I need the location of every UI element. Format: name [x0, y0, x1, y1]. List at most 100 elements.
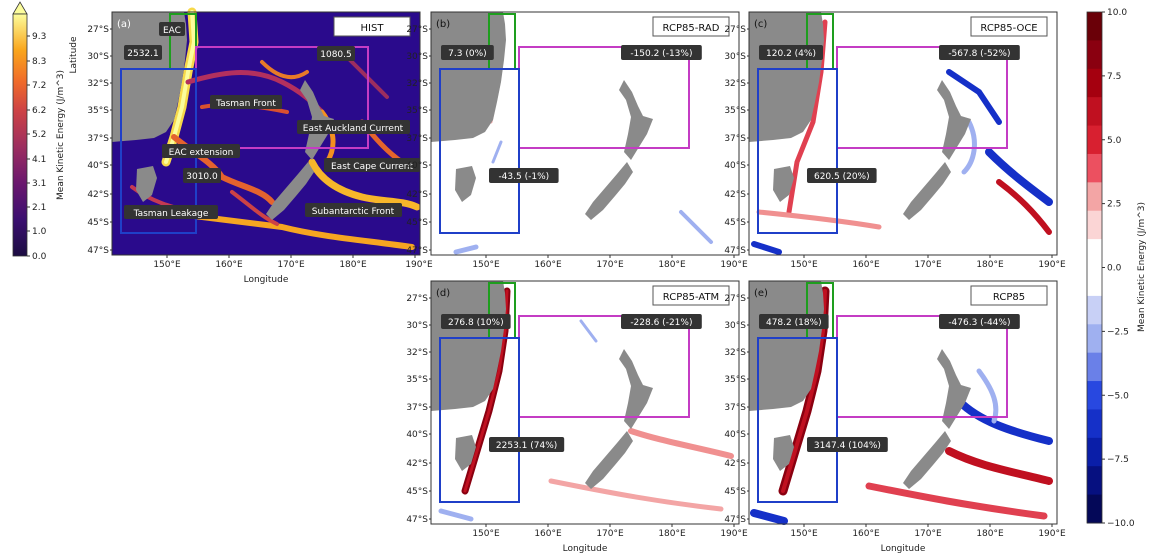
- lon-tick-label: 180°E: [339, 260, 367, 270]
- lat-tick-label: 27°S: [406, 294, 428, 304]
- lat-tick-label: 40°S: [724, 161, 746, 171]
- blue-box-value: -43.5 (-1%): [498, 172, 549, 182]
- colorbar-right-tick: −7.5: [1107, 455, 1129, 465]
- lon-tick-label: 190°E: [405, 260, 433, 270]
- feature-label: EAC extension: [169, 148, 234, 158]
- colorbar-left-tick: 0.0: [32, 252, 47, 262]
- colorbar-left: 9.3 8.3 7.2 6.2 5.2 4.1 3.1 2.1 1.0 0.0 Mean Kine…: [12, 1, 66, 262]
- blue-box: [439, 337, 520, 503]
- feature-label: Tasman Front: [215, 99, 276, 109]
- colorbar-right-tick: 2.5: [1107, 200, 1121, 210]
- blue-box: [757, 337, 838, 503]
- green-box-value: 2532.1: [127, 49, 159, 59]
- lat-tick-label: 35°S: [87, 106, 109, 116]
- lat-tick-label: 47°S: [724, 515, 746, 525]
- blue-box-value: 620.5 (20%): [814, 172, 870, 182]
- colorbar-right-tick: 0.0: [1107, 264, 1122, 274]
- lat-tick-label: 45°S: [87, 218, 109, 228]
- feature-label: East Auckland Current: [303, 124, 404, 134]
- lat-tick-label: 40°S: [724, 430, 746, 440]
- lon-tick-label: 180°E: [976, 260, 1004, 270]
- x-axis-label: Longitude: [244, 275, 289, 285]
- lat-tick-label: 27°S: [87, 25, 109, 35]
- panel-e: (e) RCP85 478.2 (18%) -476.3 (-44%) 3147.4 (…: [748, 280, 1058, 525]
- lat-tick-label: 47°S: [406, 515, 428, 525]
- blue-box-value: 3010.0: [186, 172, 218, 182]
- lat-tick-label: 40°S: [87, 161, 109, 171]
- panel-title: RCP85-OCE: [980, 23, 1037, 34]
- lat-tick-label: 30°S: [724, 52, 746, 62]
- blue-box-value: 3147.4 (104%): [814, 441, 881, 451]
- green-box-value: 7.3 (0%): [448, 49, 486, 59]
- lat-tick-label: 32°S: [406, 79, 428, 89]
- panel-mke-diff-field: [751, 19, 1053, 255]
- blue-box: [439, 68, 520, 234]
- lat-tick-label: 30°S: [87, 52, 109, 62]
- lat-tick-label: 32°S: [87, 79, 109, 89]
- x-axis-label: Longitude: [881, 544, 926, 554]
- lat-tick-label: 37°S: [724, 134, 746, 144]
- lat-tick-label: 27°S: [406, 25, 428, 35]
- lat-tick-label: 35°S: [406, 106, 428, 116]
- lat-tick-label: 45°S: [406, 487, 428, 497]
- blue-box-value: 2253.1 (74%): [496, 441, 557, 451]
- lon-tick-label: 170°E: [277, 260, 305, 270]
- lon-tick-label: 160°E: [852, 260, 880, 270]
- magenta-box-value: -150.2 (-13%): [630, 49, 692, 59]
- lon-tick-label: 190°E: [720, 260, 748, 270]
- panel-a-title: HIST: [361, 23, 385, 34]
- lat-tick-label: 30°S: [724, 321, 746, 331]
- colorbar-right-tick: 7.5: [1107, 72, 1121, 82]
- feature-label: Subantarctic Front: [312, 207, 395, 217]
- colorbar-left-tick: 4.1: [32, 155, 46, 165]
- lat-tick-label: 42°S: [724, 459, 746, 469]
- feature-label: Tasman Leakage: [133, 209, 209, 219]
- lat-tick-label: 40°S: [406, 161, 428, 171]
- panel-letter: (e): [754, 288, 768, 299]
- colorbar-left-tick: 3.1: [32, 179, 46, 189]
- feature-label: EAC: [163, 26, 181, 36]
- lon-tick-label: 190°E: [720, 529, 748, 539]
- lat-tick-label: 37°S: [724, 403, 746, 413]
- lon-tick-label: 170°E: [914, 529, 942, 539]
- lon-tick-label: 180°E: [658, 260, 686, 270]
- colorbar-left-tick: 6.2: [32, 106, 46, 116]
- lon-tick-label: 160°E: [534, 260, 562, 270]
- panel-letter: (d): [436, 288, 450, 299]
- colorbar-left-tick: 7.2: [32, 81, 46, 91]
- panel-title: RCP85-ATM: [663, 292, 719, 303]
- lat-tick-label: 32°S: [724, 348, 746, 358]
- x-axis-label: Longitude: [563, 544, 608, 554]
- lat-tick-label: 45°S: [724, 487, 746, 497]
- colorbar-right-tick: −5.0: [1107, 391, 1129, 401]
- lat-tick-label: 47°S: [87, 246, 109, 256]
- panel-letter: (c): [754, 19, 767, 30]
- lon-tick-label: 150°E: [153, 260, 181, 270]
- panel-title: RCP85: [993, 292, 1025, 303]
- lat-tick-label: 37°S: [406, 403, 428, 413]
- lat-tick-label: 30°S: [406, 52, 428, 62]
- panel-d: (d) RCP85-ATM 276.8 (10%) -228.6 (-21%) 2253…: [430, 280, 740, 525]
- lat-tick-label: 45°S: [724, 218, 746, 228]
- lon-tick-label: 160°E: [534, 529, 562, 539]
- lon-tick-label: 160°E: [215, 260, 243, 270]
- panel-b: (b) RCP85-RAD 7.3 (0%) -150.2 (-13%) -43.5 (…: [430, 11, 740, 256]
- lat-tick-label: 32°S: [406, 348, 428, 358]
- lat-tick-label: 45°S: [406, 218, 428, 228]
- panel-a-letter: (a): [117, 19, 131, 30]
- lat-tick-label: 40°S: [406, 430, 428, 440]
- magenta-box-value: -476.3 (-44%): [948, 318, 1010, 328]
- lon-tick-label: 150°E: [790, 260, 818, 270]
- colorbar-right-tick: −10.0: [1107, 519, 1135, 529]
- lon-tick-label: 160°E: [852, 529, 880, 539]
- lat-tick-label: 47°S: [406, 246, 428, 256]
- blue-box: [757, 68, 838, 234]
- colorbar-right-tick: 10.0: [1107, 8, 1127, 18]
- panel-c: (c) RCP85-OCE 120.2 (4%) -567.8 (-52%) 620.5…: [748, 11, 1058, 256]
- panel-letter: (b): [436, 19, 450, 30]
- lat-tick-label: 42°S: [87, 190, 109, 200]
- colorbar-left-tick: 8.3: [32, 57, 46, 67]
- green-box-value: 478.2 (18%): [766, 318, 822, 328]
- lon-tick-label: 150°E: [472, 529, 500, 539]
- lat-tick-label: 27°S: [724, 294, 746, 304]
